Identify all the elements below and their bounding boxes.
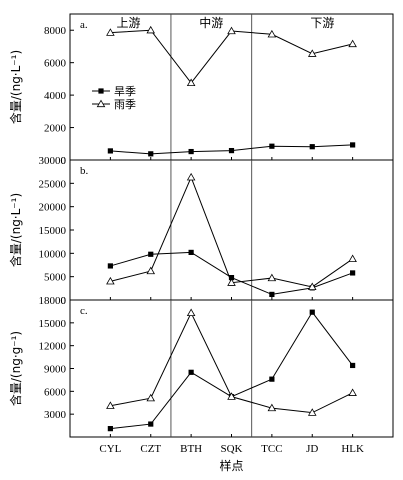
panel-1-ytick-label-1: 5000 [44, 272, 67, 284]
panel-1-label: b. [80, 165, 89, 177]
panel-0-series-0-point-3 [228, 147, 235, 154]
panel-1-series-0-point-4 [269, 291, 275, 297]
panel-0-series-1-point-2 [186, 78, 196, 87]
panel-0-series-0-point-2 [188, 148, 194, 155]
panel-0-series-1-point-5 [307, 49, 317, 57]
panel-1-ytick-label-2: 10000 [39, 248, 67, 260]
panel-0-ytick-label-4: 8000 [44, 25, 67, 37]
xtick-label-4: TCC [261, 443, 282, 455]
panel-2-series-1-point-2 [186, 308, 196, 317]
panel-2-ytick-label-0: 3000 [44, 409, 67, 421]
panel-0-ytick-label-1: 2000 [44, 123, 67, 135]
x-axis-label: 样点 [219, 458, 243, 473]
panel-0-ytick-label-2: 4000 [44, 90, 67, 102]
panel-2-ylabel: 含量/(ng·g⁻¹) [8, 331, 23, 406]
legend-0-marker [98, 88, 104, 94]
xtick-label-0: CYL [99, 443, 121, 455]
legend-0-label: 旱季 [114, 85, 136, 98]
panel-1-series-0-point-2 [188, 249, 194, 255]
panel-1-series-1-point-3 [227, 278, 236, 286]
panel-0-series-1-point-3 [227, 26, 236, 35]
panel-1-ytick-label-0: 0 [61, 295, 67, 307]
panel-1-series-0-point-1 [148, 251, 154, 257]
xtick-label-6: HLK [341, 443, 364, 455]
panel-1-ytick-label-4: 20000 [39, 202, 67, 214]
panel-0-series-1-point-1 [146, 25, 156, 34]
panel-1-series-1-point-4 [267, 273, 277, 282]
panel-2-series-0-point-2 [188, 369, 194, 375]
panel-2-label: c. [80, 305, 88, 317]
panel-2-ytick-label-3: 12000 [39, 341, 67, 353]
panel-2-series-0-point-5 [309, 309, 315, 315]
xtick-label-3: SQK [220, 443, 242, 455]
panel-2-ytick-label-2: 9000 [44, 364, 67, 376]
panel-1-series-1-point-6 [348, 254, 357, 263]
panel-2-series-1-point-1 [146, 393, 156, 402]
panel-0-series-0-point-1 [148, 151, 154, 157]
region-label-0: 上游 [116, 16, 140, 30]
panel-0-series-1-point-6 [348, 39, 357, 48]
panel-2-frame [69, 299, 394, 438]
panel-0-series-0-point-0 [107, 148, 113, 154]
legend-1-marker [96, 99, 106, 108]
panel-0-ytick-label-3: 6000 [44, 58, 67, 70]
panel-0-series-0-point-6 [350, 142, 356, 148]
panel-1-series-0-line [110, 251, 353, 295]
panel-2-series-0-point-0 [107, 426, 113, 432]
panel-2-series-1-point-6 [348, 388, 357, 396]
panel-1-series-1-point-0 [106, 276, 115, 285]
panel-0-series-0-point-4 [269, 143, 275, 149]
panel-1-series-1-point-5 [307, 282, 317, 291]
xtick-label-5: JD [306, 443, 318, 455]
panel-1-series-1-point-1 [146, 266, 156, 275]
panel-1-ylabel: 含量/(ng·L⁻¹) [8, 193, 23, 267]
panel-0-label: a. [80, 19, 88, 31]
panel-1-series-1-point-2 [186, 172, 196, 181]
panel-2-ytick-label-4: 15000 [39, 318, 67, 330]
panel-2-series-1-point-0 [106, 401, 115, 409]
panel-2-series-1-point-5 [307, 408, 317, 416]
xtick-label-2: BTH [180, 443, 202, 455]
panel-2-ytick-label-5: 18000 [39, 295, 67, 307]
panel-0-series-1-point-4 [267, 29, 277, 38]
panel-1-series-0-point-6 [350, 270, 356, 276]
panel-2-series-1-point-3 [227, 392, 236, 400]
panel-1-ytick-label-3: 15000 [39, 225, 67, 237]
region-label-1: 中游 [199, 15, 223, 30]
xtick-label-1: CZT [140, 443, 161, 455]
panel-1-ytick-label-5: 25000 [39, 178, 67, 190]
panel-1-series-1-line [110, 175, 353, 288]
panel-1-series-0-point-3 [228, 275, 235, 281]
panel-2-series-1-point-4 [267, 403, 277, 412]
panel-0-ytick-label-0: 0 [61, 155, 67, 167]
panel-2-series-0-point-4 [269, 376, 275, 382]
legend-1-label: 雨季 [114, 98, 136, 111]
panel-0-ylabel: 含量/(ng·L⁻¹) [8, 50, 23, 124]
panel-2-series-0-point-1 [148, 421, 154, 427]
panel-0-series-1-point-0 [106, 28, 115, 36]
panel-1-series-0-point-0 [107, 263, 113, 269]
panel-2-ytick-label-1: 6000 [44, 386, 67, 398]
region-label-2: 下游 [310, 16, 334, 30]
panel-2-series-0-point-6 [350, 362, 356, 369]
panel-1-ytick-label-6: 30000 [39, 155, 67, 167]
panel-0-series-0-point-5 [309, 144, 315, 150]
